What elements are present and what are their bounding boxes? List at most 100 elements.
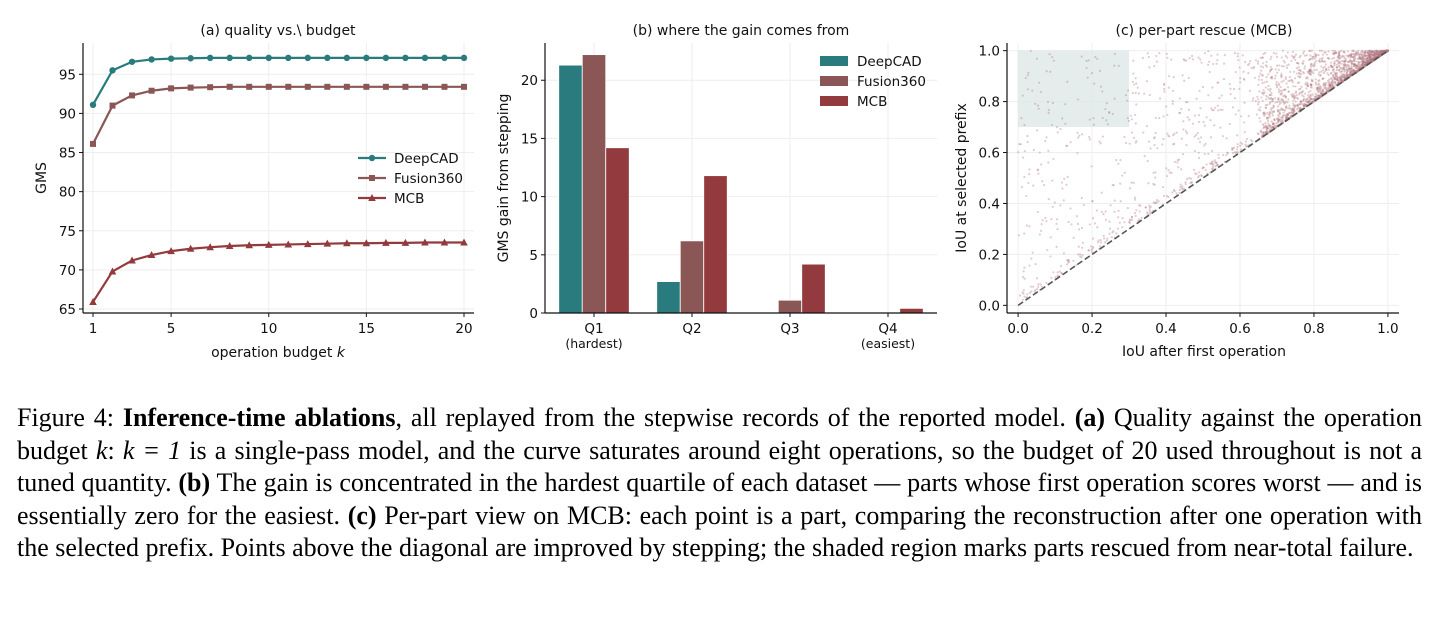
panel-c-point bbox=[1022, 270, 1025, 273]
panel-c-point bbox=[1322, 71, 1325, 75]
panel-c-point bbox=[1263, 91, 1266, 94]
panel-c-point bbox=[1366, 59, 1369, 62]
panel-c-point bbox=[1376, 52, 1379, 55]
panel-c-point bbox=[1375, 50, 1379, 53]
panel-c-point bbox=[1346, 73, 1349, 77]
caption-tag-c: (c) bbox=[347, 500, 377, 530]
panel-c-point bbox=[1208, 70, 1211, 74]
panel-c-point bbox=[1052, 271, 1055, 274]
panel-c-point bbox=[1386, 49, 1389, 52]
panel-c-point bbox=[1283, 61, 1286, 64]
panel-c-point bbox=[1385, 50, 1389, 53]
panel-c-point bbox=[1381, 50, 1385, 53]
panel-c-point bbox=[1257, 101, 1260, 104]
panel-c-point bbox=[1168, 171, 1171, 174]
panel-c-point bbox=[1280, 99, 1283, 102]
panel-a-point-deepcad bbox=[167, 55, 175, 62]
panel-c-point bbox=[1270, 106, 1273, 110]
panel-c-point bbox=[1051, 179, 1054, 182]
panel-c-point bbox=[1369, 53, 1372, 56]
panel-c-point bbox=[1166, 113, 1169, 117]
panel-c-point bbox=[1282, 102, 1286, 105]
panel-c-point bbox=[1178, 111, 1182, 114]
panel-c-point bbox=[1315, 53, 1318, 56]
panel-c-point bbox=[1293, 97, 1296, 100]
panel-c-point bbox=[1385, 50, 1389, 53]
panel-c-point bbox=[1271, 67, 1274, 71]
panel-c-point bbox=[1133, 211, 1137, 215]
panel-c-point bbox=[1021, 298, 1024, 301]
panel-c-point bbox=[1281, 108, 1284, 111]
panel-c-point bbox=[1293, 55, 1296, 58]
panel-c-point bbox=[1090, 248, 1093, 252]
panel-c-point bbox=[1324, 84, 1327, 87]
panel-c-point bbox=[1265, 127, 1268, 131]
panel-c-point bbox=[1077, 245, 1080, 248]
panel-c-point bbox=[1342, 51, 1345, 54]
panel-c-point bbox=[1361, 55, 1364, 58]
panel-c-point bbox=[1076, 98, 1080, 101]
panel-c-point bbox=[1310, 94, 1313, 97]
panel-c-point bbox=[1239, 81, 1242, 84]
panel-c-point bbox=[1100, 210, 1104, 213]
panel-c-point bbox=[1341, 79, 1344, 82]
panel-c-point bbox=[1278, 100, 1281, 103]
panel-c-point bbox=[1287, 90, 1290, 93]
panel-c-point bbox=[1161, 143, 1164, 146]
panel-c-point bbox=[1376, 53, 1379, 56]
panel-c-point bbox=[1373, 52, 1376, 56]
panel-c-point bbox=[1269, 124, 1272, 127]
panel-c-point bbox=[1385, 50, 1388, 53]
panel-c-point bbox=[1342, 55, 1345, 58]
panel-c-point bbox=[1278, 119, 1281, 122]
panel-c-point bbox=[1352, 63, 1356, 66]
panel-c-point bbox=[1338, 68, 1341, 71]
panel-c-point bbox=[1284, 76, 1287, 79]
panel-c-point bbox=[1323, 86, 1326, 89]
panel-c-point bbox=[1265, 60, 1268, 64]
panel-c-point bbox=[1349, 73, 1352, 76]
panel-c-point bbox=[1350, 71, 1353, 74]
panel-c-point bbox=[1338, 54, 1341, 57]
panel-c-point bbox=[1268, 124, 1271, 127]
panel-c-point bbox=[1321, 53, 1325, 56]
panel-c-point bbox=[1282, 79, 1285, 82]
panel-c-point bbox=[1328, 84, 1332, 87]
panel-c-point bbox=[1317, 87, 1321, 90]
panel-c-point bbox=[1284, 96, 1287, 99]
panel-c-point bbox=[1210, 107, 1213, 110]
panel-c-point bbox=[1334, 73, 1337, 76]
panel-c-point bbox=[1385, 49, 1388, 52]
panel-c-point bbox=[1147, 140, 1151, 143]
panel-c-point bbox=[1361, 63, 1364, 66]
panel-c-point bbox=[1357, 49, 1360, 52]
panel-c-point bbox=[1315, 59, 1318, 62]
panel-c-point bbox=[1371, 58, 1374, 61]
panel-c-point bbox=[1343, 68, 1346, 71]
panel-c-point bbox=[1301, 62, 1304, 65]
panel-a-point-fusion360 bbox=[148, 87, 155, 94]
panel-c-point bbox=[1298, 93, 1301, 96]
panel-c-point bbox=[1222, 62, 1226, 65]
panel-c-point bbox=[1046, 100, 1050, 104]
panel-c-point bbox=[1370, 50, 1374, 53]
panel-c-point bbox=[1322, 66, 1325, 70]
panel-b-category-label: Q3 bbox=[780, 321, 799, 337]
panel-c-point bbox=[1351, 70, 1354, 73]
panel-c-point bbox=[1078, 228, 1081, 231]
panel-c-point bbox=[1298, 88, 1301, 91]
panel-c-point bbox=[1261, 123, 1264, 126]
panel-c-point bbox=[1228, 122, 1231, 126]
panel-c-point bbox=[1338, 76, 1341, 79]
panel-c-point bbox=[1219, 126, 1222, 129]
panel-c-point bbox=[1318, 88, 1322, 91]
panel-c-point bbox=[1264, 106, 1267, 109]
panel-c-point bbox=[1328, 86, 1331, 90]
panel-c-point bbox=[1132, 72, 1135, 75]
panel-c-point bbox=[1026, 88, 1030, 91]
panel-c-point bbox=[1294, 77, 1297, 80]
panel-c-point bbox=[1065, 259, 1069, 262]
panel-c-point bbox=[1103, 241, 1107, 244]
